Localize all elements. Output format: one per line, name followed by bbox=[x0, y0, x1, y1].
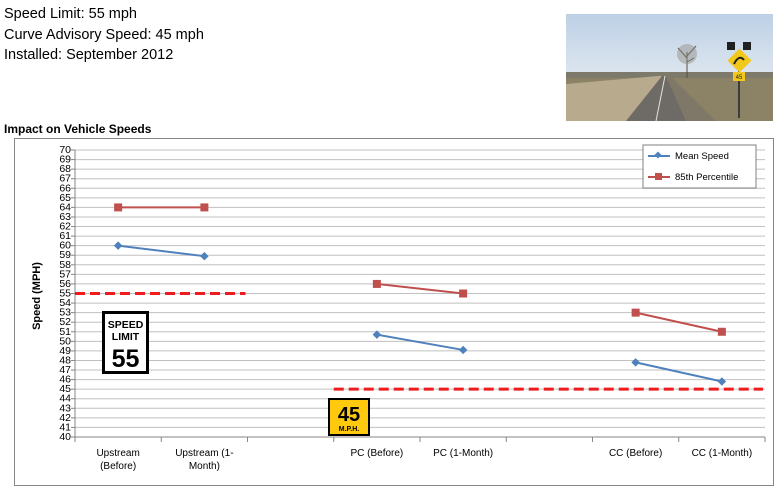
mean-speed-point bbox=[372, 330, 382, 339]
svg-text:45: 45 bbox=[736, 75, 743, 81]
y-tick-label: 44 bbox=[59, 393, 71, 405]
x-axis-ticks: Upstream (Before) Upstream (1- Month) PC (Be… bbox=[74, 437, 766, 472]
mean-speed-point bbox=[458, 345, 468, 355]
y-tick-label: 54 bbox=[59, 297, 71, 309]
section-title: Impact on Vehicle Speeds bbox=[4, 122, 152, 136]
y-tick-label: 41 bbox=[59, 421, 71, 433]
y-tick-label: 62 bbox=[59, 221, 71, 233]
advisory-speed-text: Curve Advisory Speed: 45 mph bbox=[4, 26, 204, 43]
speed-limit-sign-face bbox=[105, 314, 146, 371]
85th-percentile-point bbox=[372, 279, 381, 288]
y-tick-label: 59 bbox=[59, 249, 71, 261]
x-tick-label: Month) bbox=[189, 461, 220, 472]
legend-85th-label: 85th Percentile bbox=[675, 172, 738, 183]
y-tick-label: 45 bbox=[59, 383, 71, 395]
85th-percentile-point bbox=[717, 327, 726, 336]
legend-box bbox=[642, 144, 757, 189]
speed-limit-sign-line1: SPEED bbox=[108, 319, 144, 331]
series-line-segment bbox=[635, 311, 723, 333]
y-tick-label: 67 bbox=[59, 173, 71, 185]
y-tick-label: 58 bbox=[59, 259, 71, 271]
x-tick-label: Upstream bbox=[96, 448, 139, 459]
speed-limit-sign-value: 55 bbox=[112, 345, 140, 373]
legend-mean-marker bbox=[654, 151, 662, 159]
y-axis-title: Speed (MPH) bbox=[31, 262, 43, 330]
x-tick-label: PC (1-Month) bbox=[433, 448, 493, 459]
series-line-segment bbox=[118, 244, 205, 258]
y-tick-label: 49 bbox=[59, 345, 71, 357]
grid-lines bbox=[74, 149, 765, 438]
85th-percentile-point bbox=[631, 308, 640, 317]
installed-date-text: Installed: September 2012 bbox=[4, 47, 174, 63]
y-tick-label: 47 bbox=[59, 364, 71, 376]
y-tick-label: 68 bbox=[59, 163, 71, 175]
y-tick-label: 51 bbox=[59, 326, 71, 338]
mean-speed-point bbox=[113, 241, 123, 250]
x-tick-label: Upstream (1- bbox=[175, 448, 233, 459]
85th-percentile-point bbox=[459, 289, 468, 298]
y-tick-label: 64 bbox=[59, 201, 71, 213]
y-tick-label: 42 bbox=[59, 412, 71, 424]
y-tick-label: 50 bbox=[59, 335, 71, 347]
y-tick-label: 57 bbox=[59, 268, 71, 280]
x-tick-label: CC (1-Month) bbox=[692, 448, 753, 459]
y-tick-label: 65 bbox=[59, 192, 71, 204]
y-tick-label: 43 bbox=[59, 402, 71, 414]
y-tick-label: 53 bbox=[59, 307, 71, 319]
mean-speed-point bbox=[631, 358, 640, 367]
x-tick-label: CC (Before) bbox=[609, 448, 662, 459]
chart-area: Speed (MPH) 40 41 42 43 44 45 46 47 48 49 50 51 52 53… bbox=[14, 138, 774, 486]
legend: Mean Speed 85th Percentile bbox=[642, 144, 757, 189]
y-tick-label: 61 bbox=[59, 230, 71, 242]
y-tick-label: 46 bbox=[59, 374, 71, 386]
speed-limit-text: Speed Limit: 55 mph bbox=[4, 6, 137, 22]
85th-percentile-point bbox=[200, 203, 209, 212]
y-tick-label: 63 bbox=[59, 211, 71, 223]
y-tick-label: 60 bbox=[59, 240, 71, 252]
x-tick-label: (Before) bbox=[100, 461, 136, 472]
y-tick-label: 48 bbox=[59, 354, 71, 366]
reference-lines bbox=[75, 292, 763, 391]
y-tick-label: 70 bbox=[59, 144, 71, 156]
speed-limit-sign: SPEED LIMIT 55 bbox=[102, 311, 149, 374]
data-series bbox=[113, 203, 727, 386]
x-tick-label: PC (Before) bbox=[350, 448, 403, 459]
road-curve-photo: 45 bbox=[566, 14, 773, 121]
legend-85th-marker bbox=[655, 173, 662, 180]
y-tick-label: 56 bbox=[59, 278, 71, 290]
y-tick-label: 69 bbox=[59, 154, 71, 166]
advisory-sign-value: 45 bbox=[338, 404, 360, 426]
y-tick-label: 40 bbox=[59, 431, 71, 443]
advisory-sign-face bbox=[330, 400, 368, 434]
mean-speed-point bbox=[200, 251, 209, 261]
y-tick-label: 52 bbox=[59, 316, 71, 328]
y-axis-ticks: 4041424344454647484950515253545556575859… bbox=[59, 144, 75, 443]
speed-chart: Speed (MPH) 4041424344454647484950515253… bbox=[14, 138, 774, 486]
speed-limit-sign-line2: LIMIT bbox=[112, 331, 140, 343]
mean-speed-point bbox=[717, 377, 727, 386]
y-tick-label: 66 bbox=[59, 182, 71, 194]
legend-mean-label: Mean Speed bbox=[675, 151, 729, 162]
advisory-sign-unit: M.P.H. bbox=[339, 426, 360, 433]
series-line-segment bbox=[376, 333, 464, 351]
y-tick-label: 55 bbox=[59, 288, 71, 300]
series-line-segment bbox=[376, 282, 464, 295]
series-line-segment bbox=[635, 361, 723, 383]
85th-percentile-point bbox=[114, 203, 123, 212]
advisory-speed-sign: 45 M.P.H. bbox=[328, 398, 370, 436]
site-info: Speed Limit: 55 mph Curve Advisory Speed… bbox=[4, 4, 204, 66]
